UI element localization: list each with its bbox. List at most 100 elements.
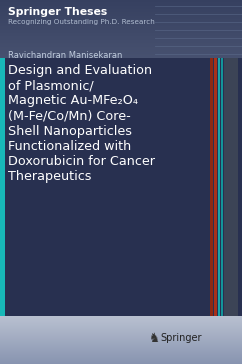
Bar: [0, 3, 242, 4]
Bar: [0, 203, 242, 204]
Bar: [0, 133, 242, 134]
Bar: [0, 68, 242, 69]
Bar: [0, 351, 242, 352]
Bar: [0, 300, 242, 301]
Bar: [0, 360, 242, 361]
Bar: [0, 197, 242, 198]
Bar: [0, 211, 242, 212]
Bar: [0, 355, 242, 356]
Bar: [0, 201, 242, 202]
Bar: [0, 45, 242, 46]
Bar: [0, 70, 242, 71]
Bar: [0, 35, 242, 36]
Bar: [0, 356, 242, 357]
Bar: [0, 288, 242, 289]
Bar: [0, 241, 242, 242]
Bar: [0, 225, 242, 226]
Bar: [0, 233, 242, 234]
Bar: [0, 67, 242, 68]
Bar: [0, 322, 242, 323]
Bar: [0, 245, 242, 246]
Bar: [0, 72, 242, 73]
Bar: [0, 172, 242, 173]
Bar: [0, 335, 242, 336]
Bar: [0, 181, 242, 182]
Bar: [0, 298, 242, 299]
Bar: [0, 349, 242, 350]
Bar: [0, 334, 242, 335]
Bar: [0, 250, 242, 251]
Bar: [0, 353, 242, 354]
Bar: [0, 134, 242, 135]
Bar: [0, 196, 242, 197]
Bar: [0, 189, 242, 190]
Bar: [0, 327, 242, 328]
Bar: [0, 88, 242, 89]
Bar: [0, 289, 242, 290]
Bar: [0, 52, 242, 53]
Bar: [0, 115, 242, 116]
Bar: [0, 268, 242, 269]
Bar: [0, 17, 242, 18]
Bar: [0, 239, 242, 240]
Bar: [0, 187, 242, 188]
Bar: [0, 363, 242, 364]
Bar: [0, 60, 242, 61]
Bar: [0, 25, 242, 26]
Bar: [0, 337, 242, 338]
Bar: [0, 338, 242, 339]
Bar: [0, 127, 242, 128]
Bar: [0, 184, 242, 185]
Bar: [0, 263, 242, 264]
Bar: [0, 261, 242, 262]
Bar: [0, 251, 242, 252]
Bar: [0, 347, 242, 348]
Bar: [0, 30, 242, 31]
Bar: [0, 303, 242, 304]
Bar: [0, 323, 242, 324]
Bar: [0, 76, 242, 77]
Bar: [0, 160, 242, 161]
Bar: [0, 126, 242, 127]
Bar: [0, 178, 242, 179]
Bar: [0, 165, 242, 166]
Bar: [0, 86, 242, 87]
Bar: [0, 359, 242, 360]
Bar: [0, 234, 242, 235]
Bar: [0, 343, 242, 344]
Bar: [0, 354, 242, 355]
Bar: [0, 92, 242, 93]
Bar: [0, 212, 242, 213]
Bar: [0, 16, 242, 17]
Bar: [0, 41, 242, 42]
Bar: [0, 228, 242, 229]
Bar: [0, 49, 242, 50]
Bar: [0, 319, 242, 320]
Bar: [0, 46, 242, 47]
Bar: [0, 237, 242, 238]
Bar: [0, 358, 242, 359]
Bar: [0, 39, 242, 40]
Bar: [0, 195, 242, 196]
Bar: [0, 291, 242, 292]
Bar: [224, 58, 238, 316]
Bar: [0, 344, 242, 345]
Bar: [0, 193, 242, 194]
Bar: [0, 209, 242, 210]
Bar: [0, 265, 242, 266]
Bar: [0, 335, 242, 336]
Bar: [0, 243, 242, 244]
Bar: [0, 121, 242, 122]
Bar: [0, 83, 242, 84]
Bar: [0, 278, 242, 279]
Bar: [0, 317, 242, 318]
Bar: [0, 244, 242, 245]
Bar: [0, 194, 242, 195]
Bar: [0, 107, 242, 108]
Bar: [0, 267, 242, 268]
Bar: [0, 120, 242, 121]
Bar: [0, 256, 242, 257]
Bar: [0, 89, 242, 90]
Bar: [221, 58, 223, 316]
Bar: [0, 48, 242, 49]
